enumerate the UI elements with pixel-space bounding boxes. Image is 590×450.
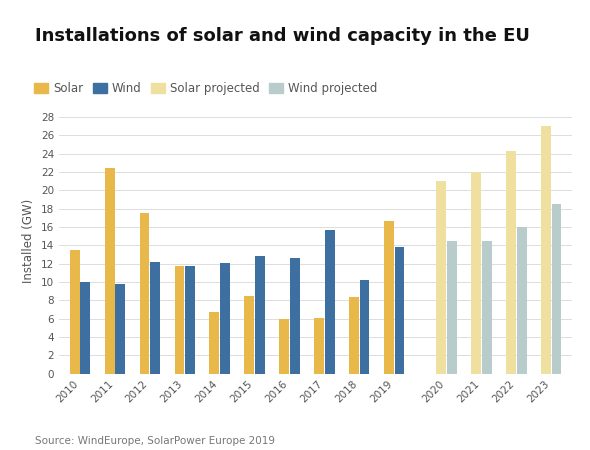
Bar — [220, 263, 230, 374]
Text: Installations of solar and wind capacity in the EU: Installations of solar and wind capacity… — [35, 27, 530, 45]
Bar — [506, 151, 516, 374]
Bar — [140, 213, 149, 374]
Bar — [150, 262, 160, 374]
Bar — [70, 250, 80, 374]
Bar — [384, 220, 394, 374]
Bar — [360, 280, 369, 373]
Bar — [447, 241, 457, 374]
Bar — [80, 282, 90, 373]
Legend: Solar, Wind, Solar projected, Wind projected: Solar, Wind, Solar projected, Wind proje… — [34, 82, 377, 95]
Bar — [255, 256, 265, 374]
Bar — [105, 167, 114, 374]
Bar — [349, 297, 359, 374]
Text: Source: WindEurope, SolarPower Europe 2019: Source: WindEurope, SolarPower Europe 20… — [35, 436, 276, 446]
Bar — [471, 172, 481, 374]
Bar — [175, 266, 184, 374]
Bar — [115, 284, 125, 374]
Bar — [290, 258, 300, 373]
Bar — [482, 241, 491, 374]
Bar — [244, 296, 254, 374]
Bar — [185, 266, 195, 374]
Bar — [437, 181, 446, 374]
Bar — [209, 312, 219, 374]
Bar — [279, 320, 289, 374]
Bar — [395, 247, 404, 374]
Bar — [517, 227, 526, 374]
Bar — [314, 318, 324, 374]
Bar — [552, 204, 562, 374]
Y-axis label: Installed (GW): Installed (GW) — [22, 198, 35, 283]
Bar — [541, 126, 551, 374]
Bar — [324, 230, 335, 374]
